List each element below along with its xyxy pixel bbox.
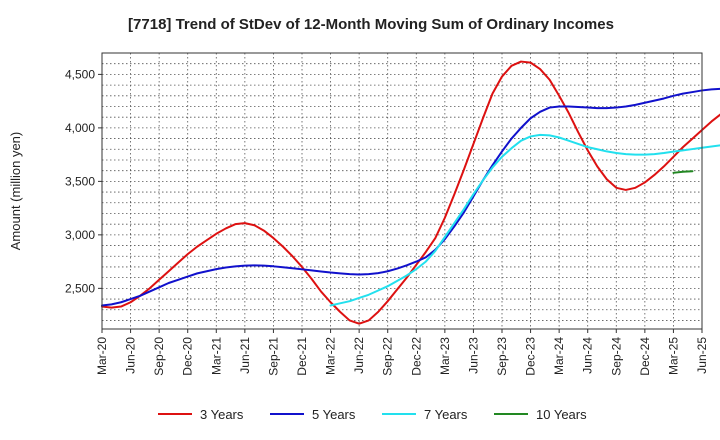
x-tick-label: Dec-21 <box>295 337 309 376</box>
x-tick-label: Mar-23 <box>438 337 452 375</box>
x-tick-label: Mar-21 <box>209 337 223 375</box>
x-tick-label: Sep-20 <box>152 337 166 376</box>
x-tick-label: Mar-24 <box>552 337 566 375</box>
y-tick-label: 2,500 <box>65 281 95 295</box>
x-tick-label: Mar-25 <box>666 337 680 375</box>
y-tick-label: 4,500 <box>65 67 95 81</box>
series-layer <box>101 60 720 325</box>
x-tick-label: Sep-23 <box>495 337 509 376</box>
x-tick-label: Dec-20 <box>181 337 195 376</box>
legend-label-5-years: 5 Years <box>312 407 356 422</box>
x-tick-label: Jun-22 <box>352 337 366 374</box>
y-tick-label: 3,500 <box>65 174 95 188</box>
x-tick-label: Jun-20 <box>124 337 138 374</box>
x-tick-label: Jun-25 <box>695 337 709 374</box>
x-tick-label: Mar-20 <box>95 337 109 375</box>
x-tick-label: Sep-22 <box>381 337 395 376</box>
y-axis-label: Amount (million yen) <box>8 132 23 251</box>
x-tick-label: Jun-24 <box>581 337 595 374</box>
x-tick-label: Jun-21 <box>238 337 252 374</box>
legend-label-10-years: 10 Years <box>536 407 587 422</box>
series-line-7-years <box>329 133 720 307</box>
x-tick-label: Sep-24 <box>609 337 623 376</box>
x-tick-label: Jun-23 <box>466 337 480 374</box>
series-line-10-years <box>672 170 694 174</box>
x-tick-label: Sep-21 <box>266 337 280 376</box>
x-tick-label: Mar-22 <box>324 337 338 375</box>
x-tick-labels: Mar-20 Jun-20 Sep-20 Dec-20 Mar-21 Jun-21 Sep-… <box>95 329 709 376</box>
legend: 3 Years 5 Years 7 Years 10 Years <box>158 407 587 422</box>
series-line-5-years <box>101 87 720 307</box>
y-tick-label: 4,000 <box>65 121 95 135</box>
x-tick-label: Dec-22 <box>409 337 423 376</box>
grid-layer <box>101 52 703 329</box>
legend-label-3-years: 3 Years <box>200 407 244 422</box>
x-tick-label: Dec-24 <box>638 337 652 376</box>
plot-frame <box>101 52 703 330</box>
chart-title: [7718] Trend of StDev of 12-Month Moving… <box>128 16 614 33</box>
series-line-3-years <box>101 60 720 325</box>
y-tick-labels: 2,500 3,000 3,500 4,000 4,500 <box>65 67 102 295</box>
x-tick-label: Dec-23 <box>524 337 538 376</box>
y-tick-label: 3,000 <box>65 228 95 242</box>
legend-label-7-years: 7 Years <box>424 407 468 422</box>
